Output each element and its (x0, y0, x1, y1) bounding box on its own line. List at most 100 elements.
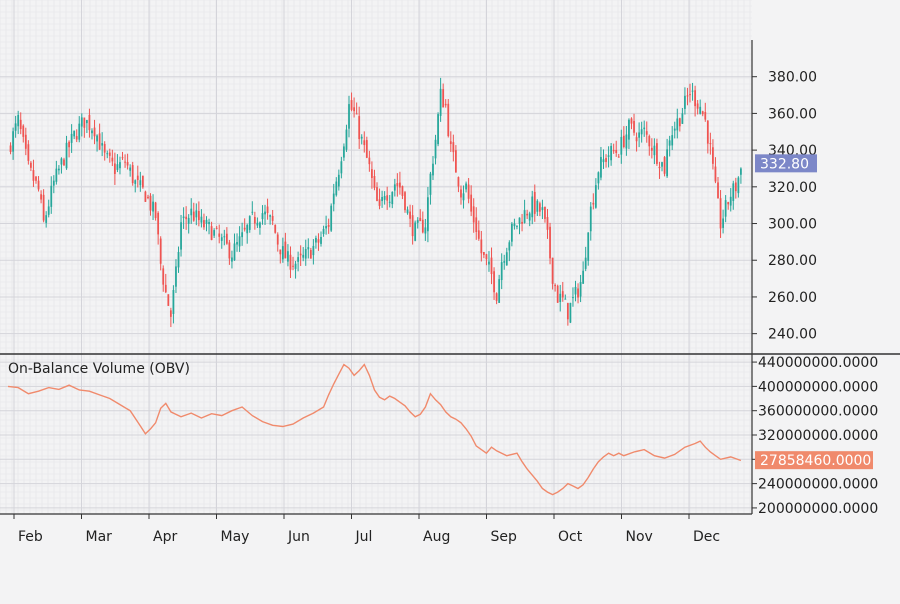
candle-body (671, 135, 674, 146)
candle-body (180, 222, 182, 250)
candle-body (335, 181, 338, 196)
candle-body (52, 180, 55, 186)
candle-body (404, 192, 406, 211)
candle-body (348, 104, 350, 129)
candle-body (40, 194, 42, 200)
candle-body (533, 191, 536, 214)
candle-body (701, 111, 704, 115)
candle-body (9, 145, 12, 152)
candle-body (734, 182, 737, 192)
candle-body (101, 143, 104, 146)
candle-body (640, 129, 643, 135)
candle-body (472, 206, 475, 223)
candle-body (724, 200, 727, 217)
candle-body (172, 290, 175, 314)
candle-body (177, 252, 180, 268)
candle-body (121, 157, 124, 159)
candle-body (694, 90, 696, 107)
candle-body (696, 103, 699, 109)
candle-body (465, 183, 467, 190)
candle-body (444, 103, 447, 106)
price-tick-label: 360.00 (768, 106, 817, 122)
candle-body (139, 180, 142, 186)
candle-body (152, 201, 154, 212)
candle-body (12, 131, 14, 152)
x-tick-label: Jun (287, 529, 310, 545)
candle-body (185, 216, 188, 220)
x-tick-label: Mar (86, 529, 113, 545)
candle-body (289, 254, 292, 270)
candle-body (460, 189, 462, 198)
candle-body (383, 196, 386, 200)
candle-body (419, 217, 422, 222)
candle-body (373, 176, 376, 188)
candle-body (510, 223, 513, 242)
candle-body (124, 161, 126, 163)
candle-body (312, 245, 315, 256)
candle-body (678, 118, 681, 127)
candle-body (223, 236, 226, 238)
candle-body (610, 145, 613, 161)
candle-body (340, 161, 343, 174)
candle-body (195, 210, 198, 218)
candle-body (556, 285, 559, 303)
price-candles (9, 77, 742, 328)
candle-body (159, 238, 162, 264)
x-tick-label: Oct (558, 529, 583, 545)
candle-body (645, 131, 648, 135)
candle-body (111, 157, 114, 162)
candle-body (409, 211, 411, 219)
candle-body (243, 227, 246, 230)
candle-body (320, 236, 322, 244)
candle-body (434, 139, 437, 159)
candle-body (302, 254, 305, 258)
last-obv-badge (755, 451, 873, 470)
candle-body (625, 134, 628, 149)
candle-body (256, 222, 259, 226)
candle-body (452, 142, 455, 153)
candle-body (480, 239, 483, 254)
candle-body (27, 144, 30, 161)
candle-body (317, 239, 320, 243)
candle-body (566, 303, 569, 320)
candle-body (536, 200, 539, 212)
candle-body (78, 123, 81, 140)
candle-body (164, 284, 167, 293)
candle-body (213, 230, 216, 236)
price-tick-label: 260.00 (768, 290, 817, 306)
candle-body (500, 262, 503, 281)
candle-body (147, 196, 149, 198)
candle-body (605, 158, 607, 162)
candle-body (167, 294, 170, 306)
candle-body (141, 175, 144, 188)
candle-body (477, 230, 480, 239)
candle-body (381, 197, 383, 202)
candle-body (225, 233, 228, 244)
candle-body (108, 152, 111, 156)
candle-body (600, 156, 602, 178)
candle-body (561, 291, 564, 298)
candle-body (106, 153, 109, 155)
obv-tick-label: 200000000.0000 (758, 501, 878, 517)
candle-body (574, 286, 577, 295)
candle-body (386, 195, 389, 201)
candle-body (393, 184, 396, 191)
candle-body (73, 130, 76, 137)
candle-body (620, 136, 623, 155)
price-tick-label: 320.00 (768, 180, 817, 196)
candle-body (531, 196, 534, 218)
candle-body (136, 175, 139, 180)
candle-body (70, 133, 73, 143)
candle-body (32, 170, 35, 181)
obv-tick-label: 320000000.0000 (758, 428, 878, 444)
candle-body (368, 157, 371, 165)
candle-body (17, 114, 20, 127)
candle-body (488, 261, 490, 265)
candle-body (297, 257, 300, 262)
candle-body (205, 219, 208, 224)
candle-body (485, 254, 488, 260)
candle-body (421, 219, 424, 233)
candle-body (727, 202, 730, 205)
